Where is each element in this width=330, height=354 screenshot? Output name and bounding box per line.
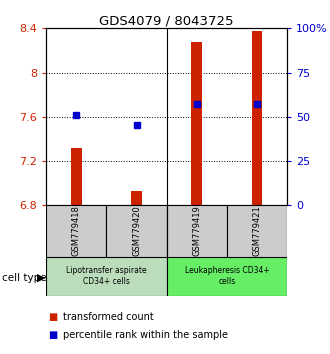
Bar	[131, 191, 142, 205]
Bar	[106, 205, 167, 257]
Text: ■: ■	[48, 312, 57, 322]
Text: GSM779421: GSM779421	[252, 206, 261, 256]
Text: ■: ■	[48, 330, 57, 339]
Bar	[71, 148, 82, 205]
Bar	[251, 30, 262, 205]
Text: ▶: ▶	[37, 273, 46, 283]
Text: transformed count: transformed count	[63, 312, 153, 322]
Text: Leukapheresis CD34+
cells: Leukapheresis CD34+ cells	[184, 267, 269, 286]
Bar	[46, 257, 167, 296]
Text: GSM779418: GSM779418	[72, 206, 81, 256]
Bar	[167, 205, 227, 257]
Title: GDS4079 / 8043725: GDS4079 / 8043725	[99, 14, 234, 27]
Text: cell type: cell type	[2, 273, 46, 283]
Bar	[191, 42, 202, 205]
Bar	[227, 205, 287, 257]
Text: percentile rank within the sample: percentile rank within the sample	[63, 330, 228, 339]
Bar	[46, 205, 106, 257]
Text: Lipotransfer aspirate
CD34+ cells: Lipotransfer aspirate CD34+ cells	[66, 267, 147, 286]
Text: GSM779419: GSM779419	[192, 206, 201, 256]
Bar	[167, 257, 287, 296]
Text: GSM779420: GSM779420	[132, 206, 141, 256]
